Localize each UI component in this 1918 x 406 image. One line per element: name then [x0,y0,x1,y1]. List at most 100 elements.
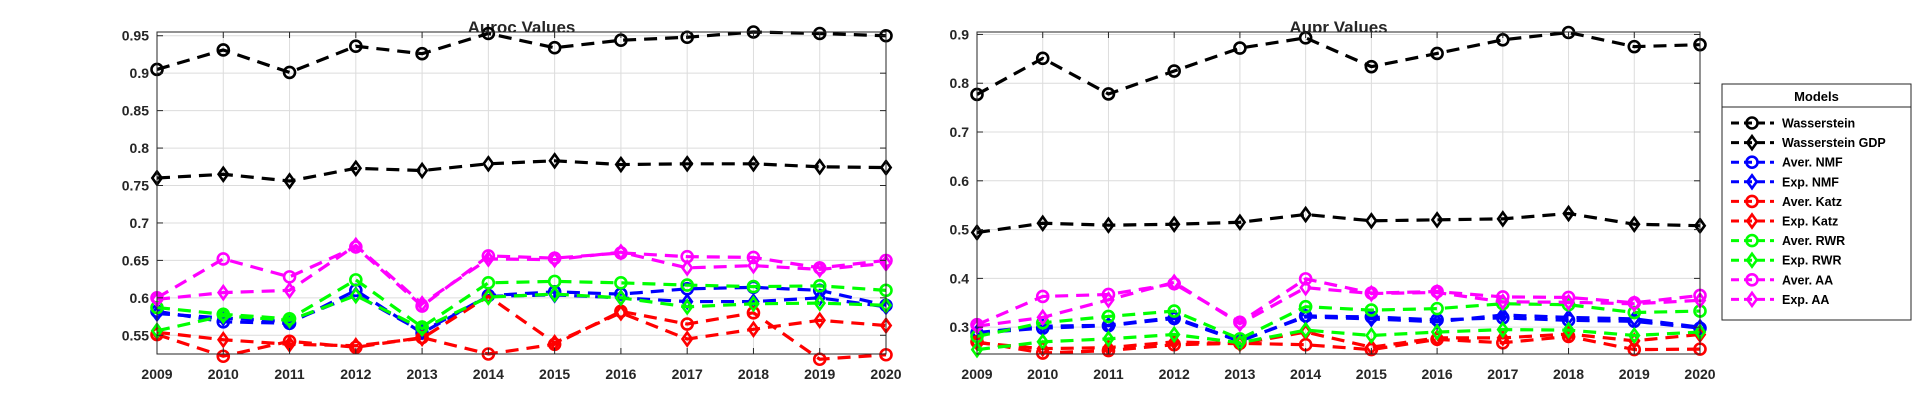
auroc-point-wasserstein-2015 [547,40,562,55]
auroc-point-wasserstein-2012 [349,39,363,54]
auroc-ytick-label-0: 0.55 [122,327,149,343]
legend-frame [1721,83,1912,321]
aupr-point-exp-aa-2010 [1036,308,1050,327]
aupr-point-exp-rwr-2011 [1102,330,1115,348]
aupr-point-exp-aa-2018 [1562,293,1575,312]
auroc-line-aver-rwr [156,278,887,329]
auroc-point-wasserstein-2011 [282,65,297,80]
auroc-point-exp-aa-2012 [349,236,363,255]
aupr-point-exp-rwr-2015 [1365,326,1378,345]
legend-label: Aver. AA [1782,273,1833,287]
aupr-point-aver-rwr-2016 [1430,301,1444,316]
legend-title: Models [1794,89,1839,104]
aupr-axes-box [976,31,1701,355]
legend-swatch-marker [1745,212,1759,230]
legend-item-wasserstein-gdp: Wasserstein GDP [1731,133,1886,152]
auroc-point-wasserstein-gdp-2014 [482,155,495,173]
auroc-xtick-label-2010: 2010 [208,366,239,382]
auroc-point-exp-aa-2019 [813,260,827,279]
auroc-xtick-label-2012: 2012 [340,366,371,382]
auroc-series-exp-aa [150,236,893,313]
auroc-xtick-label-2015: 2015 [539,366,570,382]
auroc-point-exp-rwr-2015 [548,285,561,303]
legend-label: Aver. NMF [1782,156,1843,170]
aupr-point-exp-aa-2012 [1167,273,1181,292]
aupr-point-wasserstein-gdp-2018 [1562,204,1575,223]
aupr-ytick-label-1: 0.4 [950,270,970,286]
aupr-point-aver-rwr-2012 [1167,304,1181,318]
auroc-point-exp-katz-2013 [415,329,429,347]
auroc-point-aver-katz-2018 [746,306,761,320]
auroc-point-exp-aa-2016 [614,243,628,261]
auroc-ytick-label-2: 0.65 [122,252,149,268]
auroc-point-exp-aa-2011 [283,281,296,300]
aupr-xtick-label-2012: 2012 [1159,366,1190,382]
aupr-point-aver-rwr-2015 [1364,303,1379,317]
aupr-point-wasserstein-gdp-2019 [1627,215,1641,233]
auroc-point-wasserstein-gdp-2017 [680,155,694,173]
aupr-point-exp-katz-2010 [1036,339,1050,358]
auroc-point-wasserstein-gdp-2011 [283,172,296,190]
auroc-point-wasserstein-2013 [415,46,429,61]
aupr-point-wasserstein-2013 [1233,41,1247,55]
aupr-xtick-label-2011: 2011 [1093,366,1124,382]
auroc-line-wasserstein-gdp [156,159,887,183]
aupr-point-exp-aa-2011 [1102,291,1115,309]
auroc-axes-box [156,31,887,355]
legend-item-aver-aa: Aver. AA [1731,272,1833,287]
auroc-line-wasserstein [156,30,887,75]
aupr-point-exp-katz-2017 [1496,329,1510,347]
auroc-ytick-label-5: 0.8 [130,140,150,156]
auroc-point-exp-rwr-2013 [415,319,429,338]
auroc-xtick-label-2011: 2011 [274,366,305,382]
legend-swatch-marker [1745,251,1759,269]
auroc-point-exp-aa-2013 [415,295,429,313]
auroc-line-aver-katz [156,309,887,361]
legend-label: Wasserstein GDP [1782,136,1886,150]
aupr-line-aver-katz [976,334,1701,355]
legend-item-aver-katz: Aver. Katz [1731,194,1842,209]
aupr-chart: Aupr Values 2009 2010 2011 2012 2013 2014 2015… [950,18,1716,382]
auroc-point-wasserstein-2010 [216,43,231,57]
auroc-point-exp-katz-2016 [614,304,628,322]
aupr-xtick-label-2019: 2019 [1619,366,1650,382]
aupr-line-aver-rwr [976,302,1701,341]
auroc-xtick-label-2017: 2017 [672,366,703,382]
aupr-point-exp-aa-2013 [1233,315,1247,333]
legend-item-aver-nmf: Aver. NMF [1731,155,1843,170]
auroc-line-aver-aa [156,245,887,308]
aupr-xtick-label-2016: 2016 [1422,366,1453,382]
aupr-point-wasserstein-gdp-2014 [1299,205,1312,224]
auroc-point-aver-katz-2017 [680,317,694,331]
auroc-point-aver-aa-2018 [746,250,761,265]
auroc-point-wasserstein-gdp-2018 [747,155,760,173]
aupr-point-wasserstein-2011 [1101,87,1116,101]
legend-item-wasserstein: Wasserstein [1731,116,1855,131]
legend-swatch-marker [1745,272,1759,287]
auroc-point-exp-aa-2017 [680,259,694,277]
auroc-point-exp-katz-2010 [216,331,230,349]
auroc-point-exp-aa-2010 [216,283,230,302]
aupr-line-wasserstein-gdp [976,211,1701,235]
aupr-point-wasserstein-2015 [1364,59,1379,74]
legend-label: Exp. AA [1782,293,1829,307]
auroc-plot-area [157,32,886,354]
aupr-xtick-label-2017: 2017 [1487,366,1518,382]
auroc-chart: Auroc Values 2009 2010 2011 2012 2013 2014 201… [122,18,902,382]
aupr-point-exp-aa-2014 [1299,278,1312,297]
legend-swatch-marker [1745,133,1759,152]
aupr-point-wasserstein-2010 [1035,51,1050,66]
aupr-point-exp-nmf-2015 [1365,310,1378,328]
aupr-point-wasserstein-gdp-2011 [1102,216,1115,234]
auroc-xtick-label-2020: 2020 [870,366,901,382]
auroc-point-wasserstein-gdp-2010 [216,165,230,184]
auroc-ytick-label-4: 0.75 [122,178,149,194]
legend-swatch-marker [1745,194,1759,209]
auroc-xtick-label-2009: 2009 [141,366,172,382]
aupr-xtick-label-2010: 2010 [1027,366,1058,382]
auroc-ytick-label-8: 0.95 [122,28,149,44]
aupr-point-wasserstein-2012 [1167,64,1181,78]
aupr-point-exp-nmf-2016 [1430,313,1444,331]
auroc-point-wasserstein-gdp-2015 [548,152,561,170]
